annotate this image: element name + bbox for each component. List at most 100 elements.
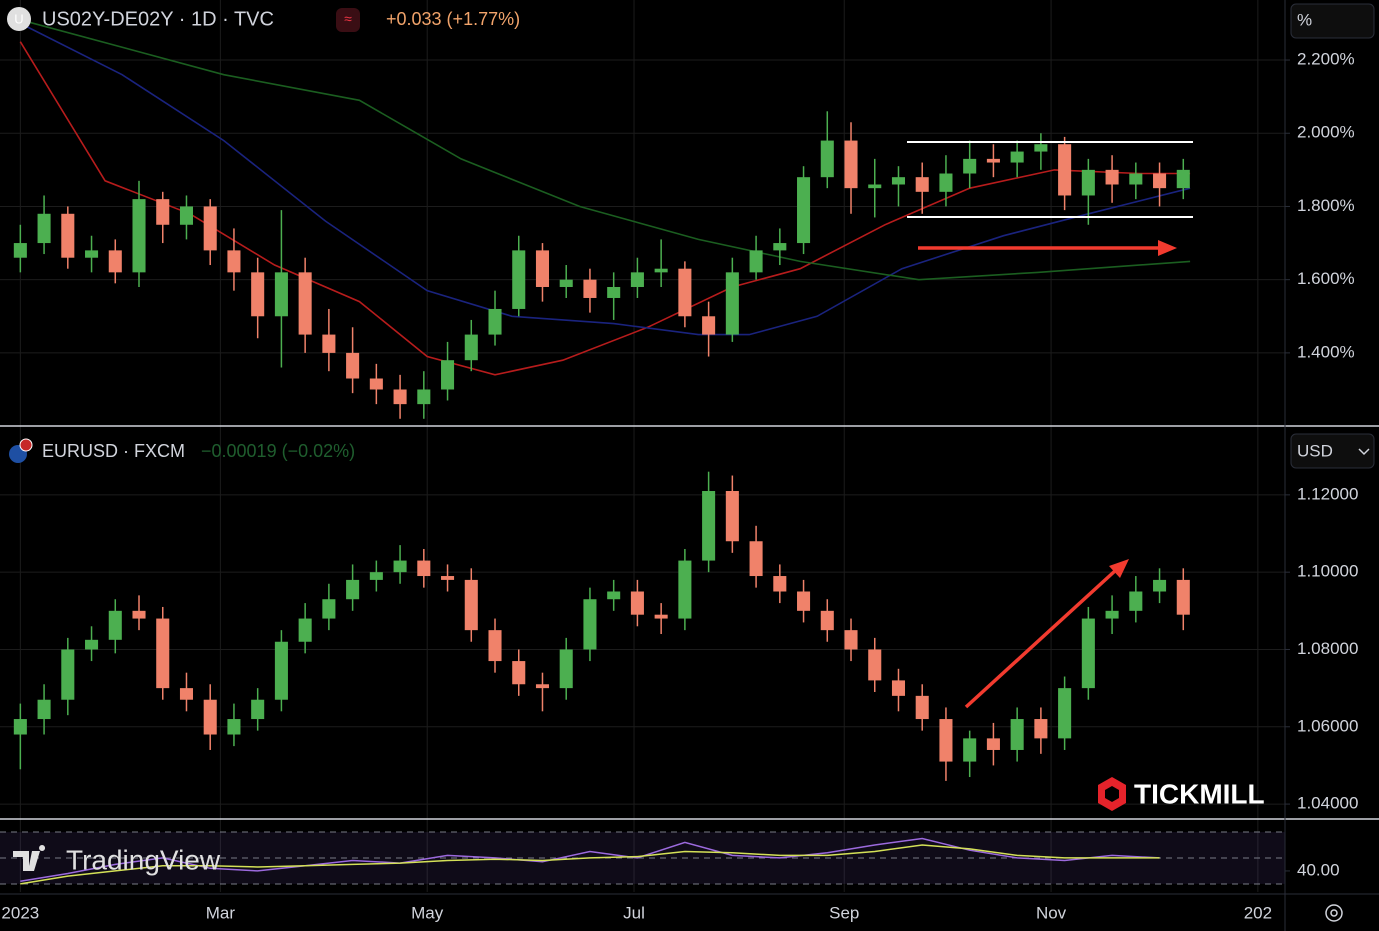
- candle-body: [868, 649, 882, 681]
- x-tick-label: 202: [1244, 903, 1272, 922]
- candle-body: [607, 286, 621, 298]
- candle-body: [963, 738, 977, 762]
- indicator-icon[interactable]: [336, 8, 360, 32]
- candle-body: [891, 680, 906, 696]
- candle-body: [1105, 169, 1119, 185]
- line-series: [20, 844, 1160, 885]
- settings-icon[interactable]: [1330, 909, 1338, 917]
- y-tick-label: 1.800%: [1297, 196, 1355, 215]
- candle-body: [773, 576, 787, 592]
- candle-body: [844, 630, 858, 650]
- tickmill-brand: TICKMILL: [1134, 778, 1265, 809]
- candle-body: [1010, 719, 1024, 750]
- candle-body: [488, 630, 502, 662]
- candle-body: [1129, 173, 1143, 185]
- candle-body: [298, 272, 312, 335]
- candle-body: [346, 352, 360, 379]
- candle-body: [844, 140, 858, 189]
- candle-body: [203, 699, 217, 735]
- y-tick-label: 40.00: [1297, 860, 1340, 879]
- candle-body: [797, 177, 811, 244]
- candle-body: [13, 243, 27, 258]
- y-tick-label: 2.000%: [1297, 123, 1355, 142]
- candle-body: [583, 279, 597, 298]
- candle-body: [559, 279, 573, 287]
- candle-body: [85, 639, 99, 650]
- legend-title[interactable]: EURUSD · FXCM: [42, 441, 185, 461]
- pane-rsi: [0, 831, 1285, 885]
- y-tick-label: 1.06000: [1297, 716, 1358, 735]
- candle-body: [322, 599, 336, 619]
- candle-body: [37, 213, 51, 244]
- candle-body: [915, 177, 929, 192]
- candle-body: [535, 250, 550, 287]
- y-tick-label: 1.04000: [1297, 794, 1358, 813]
- unit-label[interactable]: USD: [1297, 441, 1333, 460]
- candle-body: [868, 184, 882, 189]
- y-tick-label: 2.200%: [1297, 50, 1355, 69]
- unit-label[interactable]: %: [1297, 10, 1312, 29]
- arrow: [964, 568, 1118, 709]
- candle-body: [464, 334, 478, 361]
- candle-body: [61, 213, 75, 258]
- candle-body: [1010, 151, 1024, 163]
- candle-body: [702, 491, 716, 561]
- candle-body: [156, 618, 170, 689]
- indicator-icon-glyph[interactable]: ≈: [344, 11, 352, 27]
- candle-body: [512, 661, 526, 685]
- candle-body: [274, 272, 288, 317]
- candle-body: [85, 250, 99, 258]
- candle-body: [441, 360, 455, 390]
- legend-change: −0.00019 (−0.02%): [201, 441, 355, 461]
- candle-body: [630, 272, 644, 287]
- candle-body: [678, 268, 692, 317]
- candle-body: [464, 579, 478, 631]
- candle-body: [939, 719, 953, 762]
- candle-body: [702, 316, 716, 335]
- candle-body: [441, 576, 455, 580]
- tradingview-brand: TradingView: [66, 844, 221, 875]
- candle-body: [417, 389, 431, 405]
- candle-body: [369, 572, 383, 580]
- candle-body: [725, 272, 739, 335]
- candle-body: [346, 579, 360, 600]
- candle-body: [512, 250, 526, 309]
- symbol-icon: [7, 7, 31, 31]
- candle-body: [13, 719, 27, 735]
- candle-body: [203, 206, 217, 251]
- candle-body: [1153, 173, 1167, 189]
- y-tick-label: 1.12000: [1297, 484, 1358, 503]
- candle-body: [559, 649, 573, 689]
- candle-body: [749, 541, 763, 577]
- candle-body: [820, 610, 834, 631]
- candle-body: [963, 158, 977, 174]
- settings-icon[interactable]: [1325, 904, 1343, 922]
- candle-body: [393, 389, 407, 405]
- candle-body: [1081, 169, 1095, 196]
- pane-eurusd: [13, 471, 1190, 781]
- candle-body: [1081, 618, 1095, 689]
- pane-rates: [13, 19, 1191, 419]
- candle-body: [108, 250, 122, 273]
- candle-body: [607, 591, 621, 600]
- candle-body: [274, 641, 288, 700]
- candle-body: [132, 199, 146, 273]
- candle-body: [773, 243, 787, 251]
- dropdown-chevron[interactable]: [1358, 448, 1370, 456]
- legend-title[interactable]: US02Y-DE02Y · 1D · TVC: [42, 8, 274, 30]
- y-tick-label: 1.400%: [1297, 342, 1355, 361]
- candle-body: [678, 560, 692, 619]
- candle-body: [156, 199, 170, 225]
- symbol-icon: [19, 438, 33, 452]
- unit-button[interactable]: [1290, 433, 1375, 469]
- candle-body: [986, 738, 1000, 750]
- candle-body: [535, 684, 550, 689]
- candle-body: [251, 272, 265, 317]
- unit-button[interactable]: [1290, 3, 1375, 39]
- line-series: [20, 837, 1160, 883]
- legend-change: +0.033 (+1.77%): [386, 9, 520, 29]
- candle-body: [1176, 169, 1190, 189]
- axis-layer: 2.200% 2.000% 1.800% 1.600% 1.400% 1.12000 1.1…: [1, 50, 1358, 923]
